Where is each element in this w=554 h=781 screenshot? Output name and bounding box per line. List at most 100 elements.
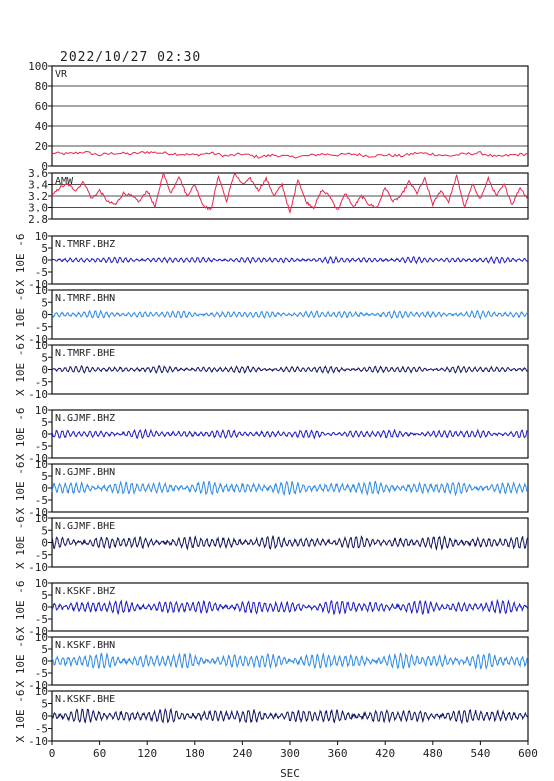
y-tick-label: 10 [35, 284, 48, 297]
y-tick-label: -10 [28, 679, 48, 692]
y-axis-label: X 10E -6 [14, 462, 27, 515]
x-tick-label: 240 [232, 747, 252, 760]
y-tick-label: -10 [28, 625, 48, 638]
y-tick-label: -5 [35, 494, 48, 507]
y-axis-label: X 10E -6 [14, 516, 27, 569]
chart-title: 2022/10/27 02:30 [60, 50, 202, 65]
y-tick-label: 5 [41, 416, 48, 429]
y-tick-label: -5 [35, 667, 48, 680]
x-tick-label: 360 [328, 747, 348, 760]
y-axis-label: X 10E -6 [14, 690, 27, 743]
y-tick-label: -5 [35, 440, 48, 453]
panel-label-n-tmrf-bhn: N.TMRF.BHN [55, 293, 115, 304]
series-line-n-kskf-bhz [51, 598, 529, 616]
x-tick-label: 600 [518, 747, 538, 760]
y-tick-label: 0 [41, 309, 48, 322]
series-line-n-kskf-bhn [51, 652, 529, 670]
y-tick-label: -10 [28, 452, 48, 465]
x-tick-label: 480 [423, 747, 443, 760]
y-axis-label: X 10E -6 [14, 635, 27, 688]
y-tick-label: 3.4 [28, 179, 48, 192]
y-tick-label: 5 [41, 589, 48, 602]
y-tick-label: 80 [35, 80, 48, 93]
y-tick-label: 0 [41, 601, 48, 614]
y-tick-label: 3.2 [28, 190, 48, 203]
y-tick-label: 0 [41, 655, 48, 668]
y-tick-label: 0 [41, 364, 48, 377]
y-tick-label: 5 [41, 470, 48, 483]
series-line-amw [51, 173, 529, 215]
x-tick-label: 300 [280, 747, 300, 760]
panel-frame-vr [51, 65, 529, 167]
x-tick-label: 120 [137, 747, 157, 760]
panel-label-n-gjmf-bhn: N.GJMF.BHN [55, 467, 115, 478]
y-tick-label: 5 [41, 643, 48, 656]
panel-label-n-gjmf-bhe: N.GJMF.BHE [55, 521, 115, 532]
series-line-n-gjmf-bhn [51, 480, 529, 497]
series-line-n-gjmf-bhz [51, 428, 529, 440]
x-tick-label: 0 [49, 747, 56, 760]
y-tick-label: 40 [35, 120, 48, 133]
y-tick-label: -10 [28, 333, 48, 346]
panel-frame-n-kskf-bhe [51, 690, 529, 742]
panel-frame-n-kskf-bhz [51, 582, 529, 632]
y-tick-label: -10 [28, 278, 48, 291]
y-tick-label: 20 [35, 140, 48, 153]
y-tick-label: 60 [35, 100, 48, 113]
y-tick-label: 0 [41, 254, 48, 267]
panel-label-n-kskf-bhz: N.KSKF.BHZ [55, 586, 115, 597]
series-line-n-kskf-bhe [51, 707, 529, 725]
y-tick-label: 5 [41, 351, 48, 364]
y-tick-label: -10 [28, 735, 48, 748]
y-tick-label: 10 [35, 512, 48, 525]
y-tick-label: -5 [35, 549, 48, 562]
x-axis-label: SEC [280, 767, 300, 780]
panel-label-n-tmrf-bhz: N.TMRF.BHZ [55, 239, 115, 250]
x-tick-label: 540 [470, 747, 490, 760]
y-tick-label: 5 [41, 296, 48, 309]
x-tick-label: 60 [93, 747, 106, 760]
series-line-n-tmrf-bhn [51, 309, 529, 320]
y-tick-label: 10 [35, 577, 48, 590]
series-line-n-tmrf-bhz [51, 255, 529, 265]
series-line-n-tmrf-bhe [51, 365, 529, 375]
y-tick-label: -5 [35, 723, 48, 736]
panel-label-vr: VR [55, 69, 68, 80]
x-tick-label: 180 [185, 747, 205, 760]
y-tick-label: -5 [35, 376, 48, 389]
y-tick-label: 5 [41, 698, 48, 711]
y-tick-label: -10 [28, 388, 48, 401]
y-tick-label: 100 [28, 60, 48, 73]
y-tick-label: 5 [41, 242, 48, 255]
y-tick-label: -10 [28, 506, 48, 519]
y-axis-label: X 10E -6 [14, 288, 27, 341]
y-tick-label: 10 [35, 685, 48, 698]
y-tick-label: -5 [35, 266, 48, 279]
y-tick-label: 0 [41, 537, 48, 550]
y-tick-label: 5 [41, 524, 48, 537]
y-tick-label: 10 [35, 339, 48, 352]
y-tick-label: -10 [28, 561, 48, 574]
series-line-vr [51, 150, 529, 159]
panel-label-n-kskf-bhn: N.KSKF.BHN [55, 640, 115, 651]
x-tick-label: 420 [375, 747, 395, 760]
y-tick-label: 0 [41, 428, 48, 441]
y-tick-label: 0 [41, 710, 48, 723]
y-tick-label: 3.6 [28, 167, 48, 180]
y-axis-label: X 10E -6 [14, 408, 27, 461]
series-line-n-gjmf-bhe [51, 535, 529, 551]
y-tick-label: 2.8 [28, 213, 48, 226]
panel-label-n-gjmf-bhz: N.GJMF.BHZ [55, 413, 115, 424]
y-tick-label: 10 [35, 230, 48, 243]
y-tick-label: 10 [35, 404, 48, 417]
y-axis-label: X 10E -6 [14, 581, 27, 634]
y-tick-label: -5 [35, 613, 48, 626]
panel-frame-n-kskf-bhn [51, 636, 529, 686]
y-tick-label: 0 [41, 482, 48, 495]
y-axis-label: X 10E -6 [14, 343, 27, 396]
y-tick-label: -5 [35, 321, 48, 334]
panel-label-n-kskf-bhe: N.KSKF.BHE [55, 694, 115, 705]
y-tick-label: 10 [35, 631, 48, 644]
panel-label-amw: AMW [55, 176, 74, 187]
